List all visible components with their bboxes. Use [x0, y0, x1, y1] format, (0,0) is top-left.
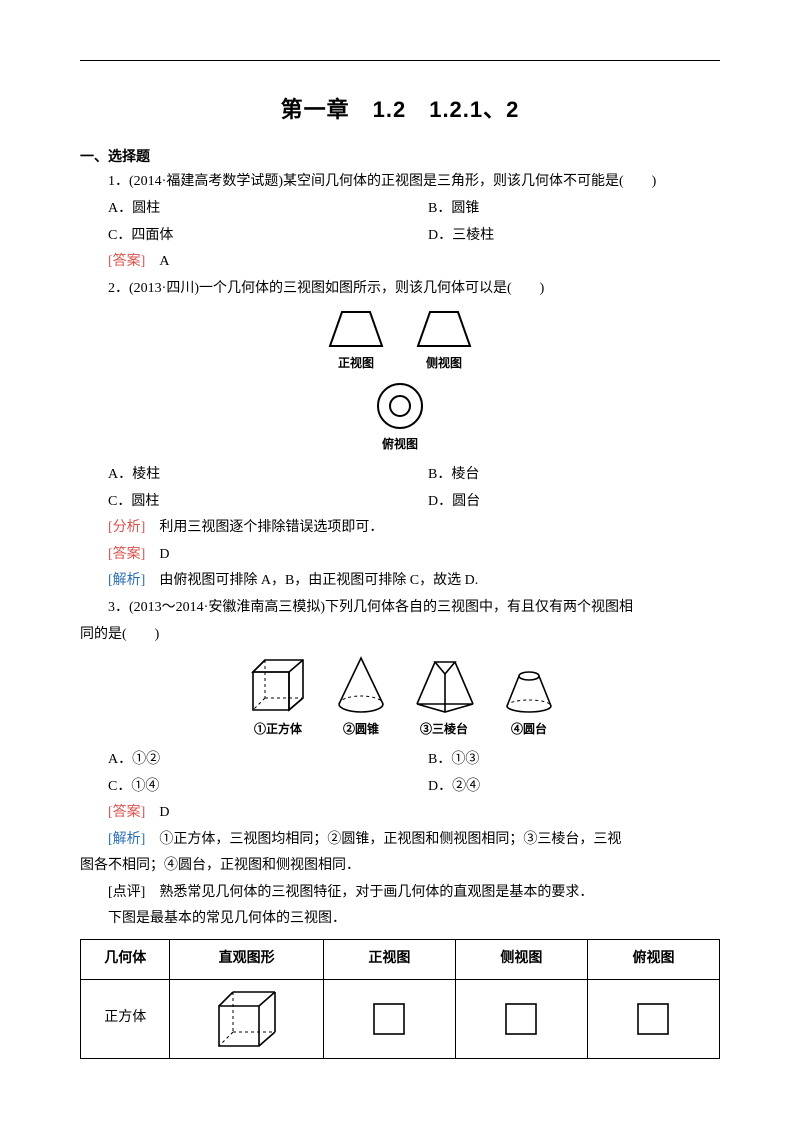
q3-answer: [答案] D — [80, 800, 720, 827]
square-icon — [633, 999, 673, 1039]
q3-answer-text: D — [145, 805, 169, 820]
q1-options-row1: A．圆柱 B．圆锥 — [80, 196, 720, 223]
views-table: 几何体 直观图形 正视图 侧视图 俯视图 正方体 — [80, 939, 720, 1059]
section-heading: 一、选择题 — [80, 143, 720, 170]
q2-front-label: 正视图 — [338, 352, 374, 375]
q2-answer: [答案] D — [80, 542, 720, 569]
q3-exp-text-a: ①正方体，三视图均相同；②圆锥，正视图和侧视图相同；③三棱台，三视 — [145, 832, 621, 847]
q3-cone-frustum: ④圆台 — [501, 666, 557, 741]
q1-opt-a: A．圆柱 — [80, 196, 400, 223]
q3-note-text: 熟悉常见几何体的三视图特征，对于画几何体的直观图是基本的要求． — [145, 885, 593, 900]
trapezoid-icon — [326, 308, 386, 350]
row-label: 正方体 — [81, 979, 170, 1058]
q3-cube: ①正方体 — [243, 654, 313, 741]
cell-perspective — [170, 979, 323, 1058]
q3-prism-label: ③三棱台 — [420, 718, 468, 741]
q2-front-view: 正视图 — [326, 308, 386, 375]
q3-prism-frustum: ③三棱台 — [409, 654, 479, 741]
q3-opt-b: B．①③ — [400, 747, 720, 774]
trapezoid-icon — [414, 308, 474, 350]
q3-cone: ②圆锥 — [335, 654, 387, 741]
q2-analysis-text: 利用三视图逐个排除错误选项即可． — [145, 520, 383, 535]
th-solid: 几何体 — [81, 940, 170, 980]
q2-figure: 正视图 侧视图 俯视图 — [80, 308, 720, 456]
explanation-label: [解析] — [108, 573, 145, 588]
q3-line2: 下图是最基本的常见几何体的三视图． — [80, 906, 720, 933]
q2-stem: 2．(2013·四川)一个几何体的三视图如图所示，则该几何体可以是( ) — [80, 276, 720, 303]
q2-options-row1: A．棱柱 B．棱台 — [80, 462, 720, 489]
cube-icon — [207, 986, 287, 1052]
q1-opt-b: B．圆锥 — [400, 196, 720, 223]
cone-frustum-icon — [501, 666, 557, 716]
analysis-label: [分析] — [108, 520, 145, 535]
q1-answer: [答案] A — [80, 249, 720, 276]
q2-explanation: [解析] 由俯视图可排除 A，B，由正视图可排除 C，故选 D. — [80, 568, 720, 595]
q1-stem: 1．(2014·福建高考数学试题)某空间几何体的正视图是三角形，则该几何体不可能… — [80, 169, 720, 196]
square-icon — [501, 999, 541, 1039]
q3-stem-b: 同的是( ) — [80, 622, 720, 649]
q2-explanation-text: 由俯视图可排除 A，B，由正视图可排除 C，故选 D. — [145, 573, 478, 588]
th-side: 侧视图 — [455, 940, 587, 980]
double-circle-icon — [375, 381, 425, 431]
q3-stem-a: 3．(2013～2014·安徽淮南高三模拟)下列几何体各自的三视图中，有且仅有两… — [80, 595, 720, 622]
table-row: 正方体 — [81, 979, 720, 1058]
cube-icon — [243, 654, 313, 716]
q2-opt-b: B．棱台 — [400, 462, 720, 489]
q3-explanation-a: [解析] ①正方体，三视图均相同；②圆锥，正视图和侧视图相同；③三棱台，三视 — [80, 827, 720, 854]
q3-note: [点评] 熟悉常见几何体的三视图特征，对于画几何体的直观图是基本的要求． — [80, 880, 720, 907]
table-header-row: 几何体 直观图形 正视图 侧视图 俯视图 — [81, 940, 720, 980]
cell-front — [323, 979, 455, 1058]
page-title: 第一章 1.2 1.2.1、2 — [80, 89, 720, 131]
q3-cone-label: ②圆锥 — [343, 718, 379, 741]
th-perspective: 直观图形 — [170, 940, 323, 980]
q2-opt-c: C．圆柱 — [80, 489, 400, 516]
q3-opt-c: C．①④ — [80, 774, 400, 801]
q2-side-view: 侧视图 — [414, 308, 474, 375]
q2-answer-text: D — [145, 547, 169, 562]
prism-frustum-icon — [409, 654, 479, 716]
q1-opt-d: D．三棱柱 — [400, 223, 720, 250]
q3-options-row1: A．①② B．①③ — [80, 747, 720, 774]
q3-figure: ①正方体 ②圆锥 ③三棱台 — [80, 654, 720, 741]
q3-cube-label: ①正方体 — [254, 718, 302, 741]
q2-top-view: 俯视图 — [375, 381, 425, 456]
q2-top-label: 俯视图 — [382, 433, 418, 456]
q3-opt-d: D．②④ — [400, 774, 720, 801]
cone-icon — [335, 654, 387, 716]
th-front: 正视图 — [323, 940, 455, 980]
q2-analysis: [分析] 利用三视图逐个排除错误选项即可． — [80, 515, 720, 542]
q2-options-row2: C．圆柱 D．圆台 — [80, 489, 720, 516]
q1-answer-text: A — [145, 254, 169, 269]
answer-label: [答案] — [108, 805, 145, 820]
explanation-label: [解析] — [108, 832, 145, 847]
top-rule — [80, 60, 720, 61]
q3-opt-a: A．①② — [80, 747, 400, 774]
note-label: [点评] — [108, 885, 145, 900]
square-icon — [369, 999, 409, 1039]
q3-frustum-label: ④圆台 — [511, 718, 547, 741]
answer-label: [答案] — [108, 547, 145, 562]
q2-opt-a: A．棱柱 — [80, 462, 400, 489]
answer-label: [答案] — [108, 254, 145, 269]
q2-side-label: 侧视图 — [426, 352, 462, 375]
q1-options-row2: C．四面体 D．三棱柱 — [80, 223, 720, 250]
q3-explanation-b: 图各不相同；④圆台，正视图和侧视图相同． — [80, 853, 720, 880]
q1-opt-c: C．四面体 — [80, 223, 400, 250]
th-top: 俯视图 — [587, 940, 719, 980]
q3-options-row2: C．①④ D．②④ — [80, 774, 720, 801]
cell-side — [455, 979, 587, 1058]
cell-top — [587, 979, 719, 1058]
q2-opt-d: D．圆台 — [400, 489, 720, 516]
